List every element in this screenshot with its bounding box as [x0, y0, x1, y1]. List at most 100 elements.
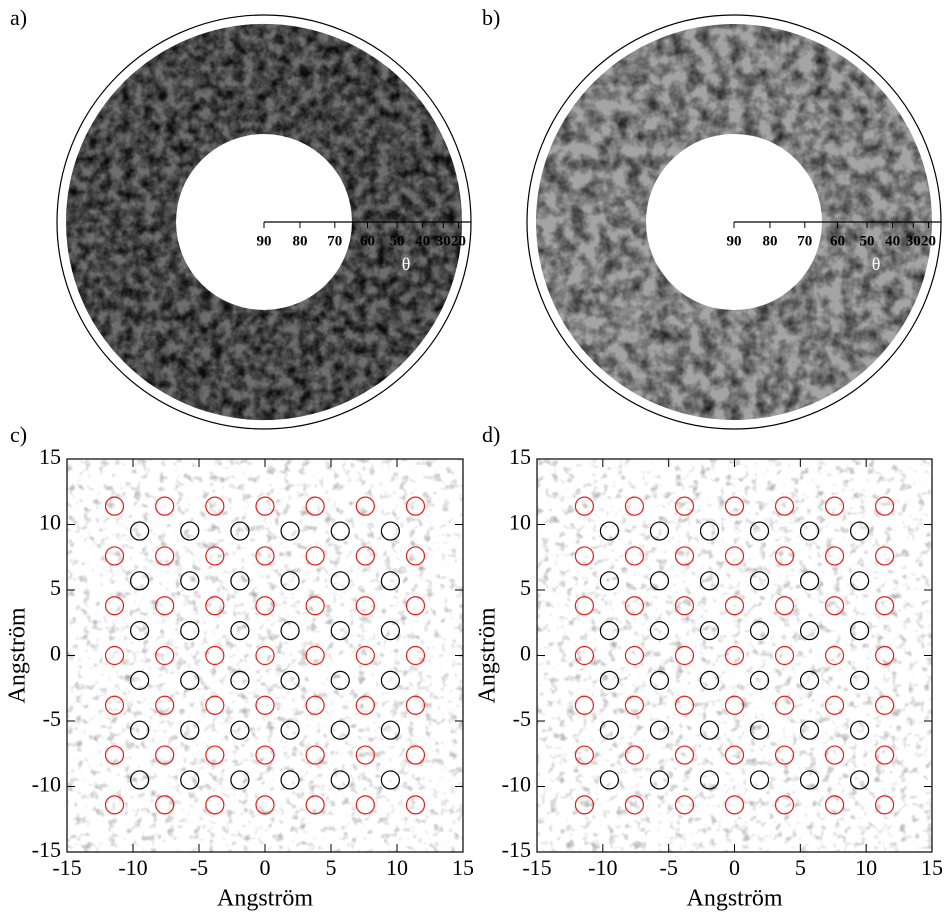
atom-marker	[155, 645, 175, 666]
atom-marker	[624, 645, 645, 666]
atom-marker	[574, 695, 595, 715]
atom-marker	[849, 720, 870, 740]
atom-marker	[674, 695, 695, 715]
atom-marker	[305, 745, 325, 765]
atom-marker	[255, 546, 275, 566]
atom-marker	[724, 546, 745, 566]
atom-marker	[180, 770, 200, 790]
atom-marker	[380, 720, 400, 740]
atom-marker	[405, 596, 426, 616]
axis-label: θ	[402, 254, 411, 274]
x-tick-label: -15	[522, 855, 551, 880]
atom-marker	[824, 645, 845, 666]
atom-marker	[699, 770, 720, 790]
atom-marker	[724, 695, 745, 715]
atom-marker	[824, 795, 845, 815]
atom-marker	[380, 621, 400, 641]
atom-marker	[774, 645, 795, 666]
atom-marker	[230, 571, 250, 591]
tick-label: 70	[797, 233, 812, 249]
atom-marker	[305, 645, 325, 666]
atom-marker	[355, 795, 375, 815]
y-tick-label: -10	[502, 772, 531, 797]
atom-marker	[849, 670, 870, 690]
atom-marker	[230, 670, 250, 690]
axis-label: θ	[872, 254, 881, 274]
atom-marker	[355, 695, 375, 715]
atom-marker	[674, 645, 695, 666]
atom-marker	[774, 596, 795, 616]
atom-marker	[205, 496, 225, 516]
x-axis-title: Angström	[687, 886, 783, 912]
atom-marker	[405, 496, 426, 516]
tick-label: 90	[257, 233, 272, 249]
atom-marker	[205, 546, 225, 566]
atom-marker	[649, 770, 670, 790]
atom-marker	[255, 695, 275, 715]
atom-marker	[280, 720, 300, 740]
atom-marker	[574, 745, 595, 765]
atom-marker	[330, 521, 350, 541]
x-tick-label: 5	[795, 855, 806, 880]
atom-marker	[874, 745, 895, 765]
atom-marker	[205, 795, 225, 815]
atom-marker	[849, 770, 870, 790]
atom-marker	[849, 621, 870, 641]
y-tick-label: 5	[50, 575, 61, 600]
atom-marker	[180, 621, 200, 641]
atom-marker	[380, 670, 400, 690]
atom-marker	[574, 596, 595, 616]
atom-marker	[155, 795, 175, 815]
atom-marker	[749, 571, 770, 591]
atom-marker	[624, 745, 645, 765]
atom-marker	[774, 546, 795, 566]
panel-label: c)	[10, 422, 27, 447]
atom-marker	[180, 521, 200, 541]
tick-label: 90	[727, 233, 742, 249]
tick-label: 30	[436, 233, 451, 249]
atom-marker	[874, 795, 895, 815]
atom-marker	[799, 621, 820, 641]
atom-marker	[380, 521, 400, 541]
x-tick-label: -10	[588, 855, 617, 880]
x-tick-label: 10	[386, 855, 408, 880]
x-tick-label: 10	[855, 855, 877, 880]
atom-marker	[574, 645, 595, 666]
atom-marker	[674, 546, 695, 566]
y-tick-label: 15	[509, 444, 531, 469]
atom-marker	[649, 521, 670, 541]
atom-marker	[674, 496, 695, 516]
tick-label: 70	[327, 233, 342, 249]
y-tick-label: -15	[32, 837, 61, 862]
atom-marker	[330, 621, 350, 641]
panel-label: a)	[10, 5, 27, 30]
atom-marker	[699, 720, 720, 740]
atom-marker	[355, 546, 375, 566]
atom-marker	[104, 645, 125, 666]
y-tick-label: 0	[50, 641, 61, 666]
atom-marker	[599, 571, 620, 591]
atom-marker	[724, 645, 745, 666]
atom-marker	[104, 496, 125, 516]
atom-marker	[280, 621, 300, 641]
y-tick-label: 15	[39, 444, 61, 469]
atom-marker	[355, 645, 375, 666]
atom-marker	[674, 596, 695, 616]
atom-marker	[255, 596, 275, 616]
atom-marker	[699, 621, 720, 641]
atom-marker	[599, 670, 620, 690]
atom-marker	[824, 496, 845, 516]
atom-marker	[799, 670, 820, 690]
atom-marker	[874, 645, 895, 666]
tick-label: 30	[906, 233, 921, 249]
atom-marker	[280, 571, 300, 591]
atom-marker	[305, 596, 325, 616]
atom-marker	[649, 571, 670, 591]
image-texture	[67, 459, 463, 852]
y-tick-label: 10	[509, 510, 531, 535]
y-tick-label: -15	[502, 837, 531, 862]
atom-marker	[155, 496, 175, 516]
atom-marker	[104, 596, 125, 616]
atom-marker	[824, 546, 845, 566]
panel-label: d)	[482, 422, 500, 447]
